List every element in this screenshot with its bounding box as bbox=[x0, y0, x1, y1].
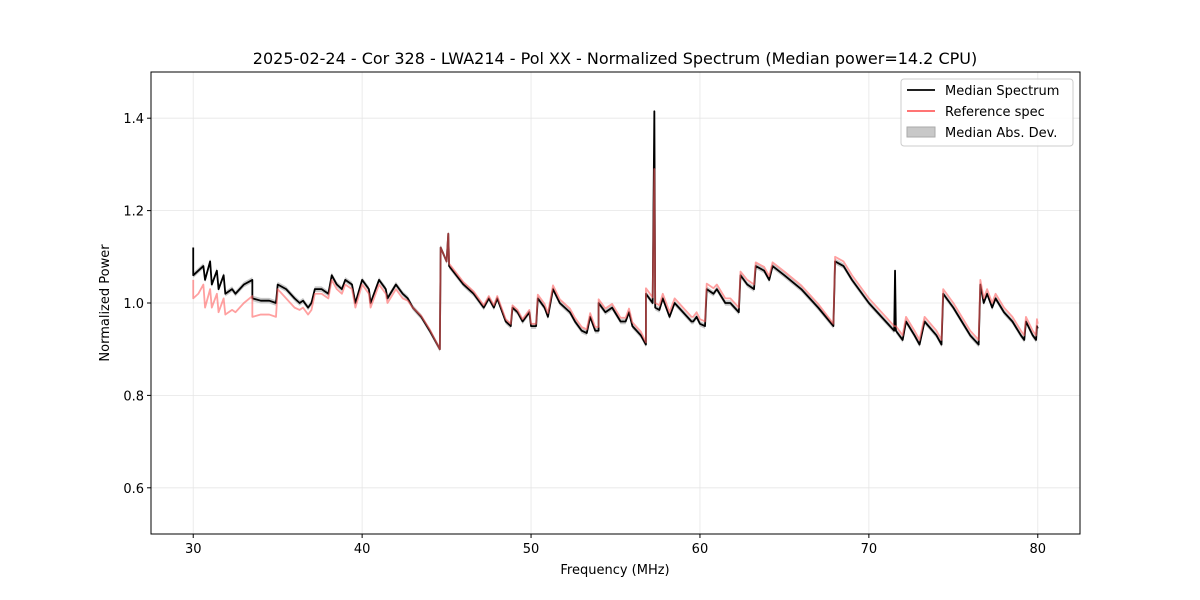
legend-box bbox=[900, 78, 1074, 147]
legend-reference-label: Reference spec bbox=[945, 105, 1045, 120]
y-axis: 0.6 0.8 1.0 1.2 1.4 bbox=[123, 112, 151, 497]
y-tick-label: 0.6 bbox=[123, 482, 144, 497]
x-tick-label: 50 bbox=[523, 542, 540, 557]
y-tick-label: 1.0 bbox=[123, 297, 144, 312]
legend-median-label: Median Spectrum bbox=[945, 84, 1059, 99]
x-tick-label: 30 bbox=[185, 542, 202, 557]
reference-spectrum-line bbox=[192, 168, 1039, 351]
y-tick-label: 1.4 bbox=[123, 112, 144, 127]
legend-mad-label: Median Abs. Dev. bbox=[945, 126, 1057, 141]
x-tick-label: 40 bbox=[354, 542, 371, 557]
y-tick-label: 1.2 bbox=[123, 205, 144, 220]
legend: Median Spectrum Reference spec Median Ab… bbox=[900, 78, 1074, 147]
x-tick-label: 60 bbox=[692, 542, 709, 557]
x-axis: 30 40 50 60 70 80 bbox=[185, 534, 1046, 557]
chart-title: 2025-02-24 - Cor 328 - LWA214 - Pol XX -… bbox=[253, 49, 977, 68]
plot-area bbox=[192, 108, 1039, 352]
y-tick-label: 0.8 bbox=[123, 389, 144, 404]
legend-mad-swatch bbox=[906, 126, 936, 138]
x-tick-label: 70 bbox=[861, 542, 878, 557]
y-axis-label: Normalized Power bbox=[98, 244, 113, 362]
x-tick-label: 80 bbox=[1029, 542, 1046, 557]
x-axis-label: Frequency (MHz) bbox=[560, 563, 669, 578]
